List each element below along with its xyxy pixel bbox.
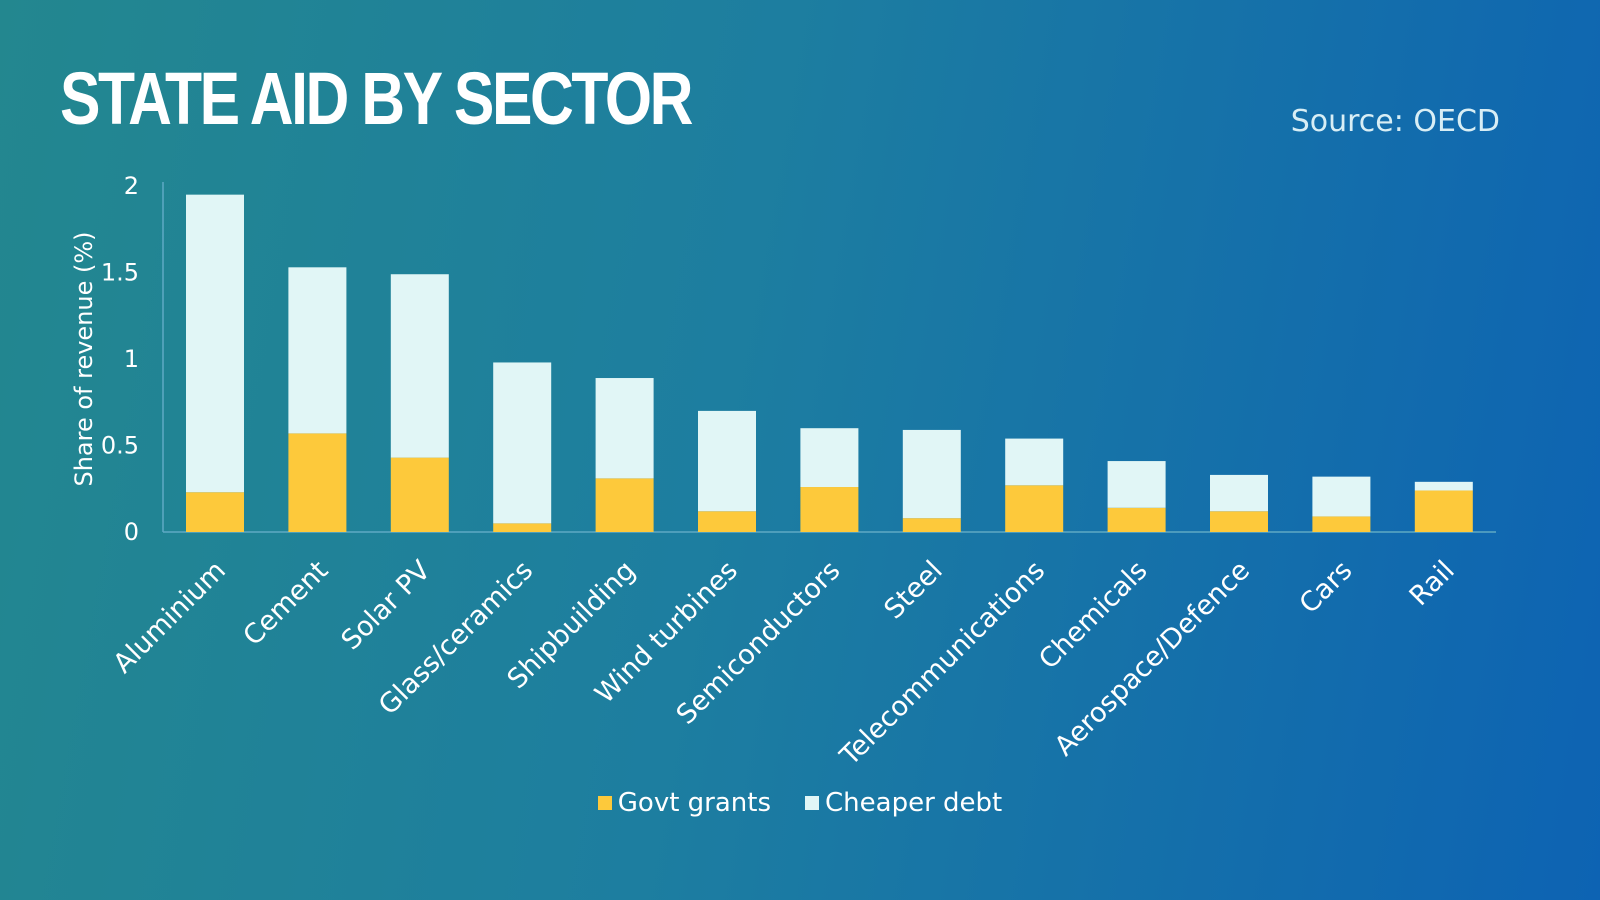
x-tick-label: Rail xyxy=(1404,555,1461,612)
legend-item-cheaper-debt: Cheaper debt xyxy=(805,788,1002,818)
legend-label: Cheaper debt xyxy=(825,788,1003,818)
bar-govt-grants xyxy=(800,487,859,532)
y-tick-label: 2 xyxy=(124,172,139,200)
x-tick-label: Aerospace/Defence xyxy=(1049,555,1256,762)
bar-cheaper-debt xyxy=(1414,481,1473,491)
bar-cheaper-debt xyxy=(288,267,347,434)
bar-govt-grants xyxy=(698,511,756,532)
legend: Govt grants Cheaper debt xyxy=(0,788,1600,818)
y-axis-label: Share of revenue (%) xyxy=(70,231,98,486)
chart-title: STATE AID BY SECTOR xyxy=(60,57,693,140)
bar-govt-grants xyxy=(1210,511,1268,532)
y-tick-label: 1 xyxy=(124,345,139,373)
y-tick-label: 1.5 xyxy=(101,259,139,287)
bar-govt-grants xyxy=(1107,507,1166,532)
bar-govt-grants xyxy=(1414,490,1473,532)
legend-swatch xyxy=(597,796,612,810)
x-tick-label: Cars xyxy=(1294,555,1359,620)
x-tick-label: Telecommunications xyxy=(834,555,1051,772)
bar-govt-grants xyxy=(595,478,654,532)
bar-govt-grants xyxy=(902,518,961,532)
bar-cheaper-debt xyxy=(698,410,756,512)
bar-cheaper-debt xyxy=(1210,474,1268,512)
bar-govt-grants xyxy=(390,457,449,532)
source-label: Source: OECD xyxy=(1290,104,1500,139)
bar-cheaper-debt xyxy=(1312,476,1371,517)
bar-cheaper-debt xyxy=(186,194,244,493)
y-tick-label: 0 xyxy=(124,518,139,546)
bar-cheaper-debt xyxy=(800,428,859,488)
bar-cheaper-debt xyxy=(1107,461,1166,508)
bar-govt-grants xyxy=(1312,516,1371,532)
bar-cheaper-debt xyxy=(1005,438,1064,486)
x-tick-label: Aluminium xyxy=(108,555,232,679)
bar-cheaper-debt xyxy=(493,362,552,524)
bar-govt-grants xyxy=(1005,485,1064,532)
bar-cheaper-debt xyxy=(902,429,961,519)
legend-item-govt-grants: Govt grants xyxy=(597,788,772,818)
legend-swatch xyxy=(805,796,820,810)
y-tick-label: 0.5 xyxy=(101,432,139,460)
legend-label: Govt grants xyxy=(617,788,772,818)
bar-govt-grants xyxy=(493,523,552,532)
bar-cheaper-debt xyxy=(390,274,449,458)
x-tick-label: Steel xyxy=(878,555,948,625)
bar-govt-grants xyxy=(288,433,347,532)
bar-govt-grants xyxy=(186,492,244,532)
x-tick-label: Cement xyxy=(237,555,334,652)
bar-cheaper-debt xyxy=(595,378,654,479)
x-tick-label: Solar PV xyxy=(336,555,438,657)
